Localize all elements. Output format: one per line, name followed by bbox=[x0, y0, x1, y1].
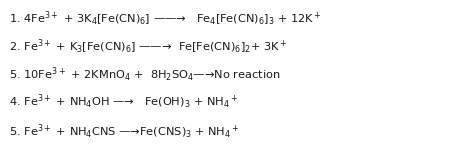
Text: 2. Fe$^{3+}$ + K$_3$[Fe(CN)$_6$] ——→  Fe[Fe(CN)$_6$]$_2$+ 3K$^+$: 2. Fe$^{3+}$ + K$_3$[Fe(CN)$_6$] ——→ Fe[… bbox=[9, 37, 288, 56]
Text: 4. Fe$^{3+}$ + NH$_4$OH —→   Fe(OH)$_3$ + NH$_4$$^+$: 4. Fe$^{3+}$ + NH$_4$OH —→ Fe(OH)$_3$ + … bbox=[9, 93, 238, 111]
Text: 5. Fe$^{3+}$ + NH$_4$CNS —→Fe(CNS)$_3$ + NH$_4$$^+$: 5. Fe$^{3+}$ + NH$_4$CNS —→Fe(CNS)$_3$ +… bbox=[9, 123, 240, 141]
Text: 1. 4Fe$^{3+}$ + 3K$_4$[Fe(CN)$_6$] ——→   Fe$_4$[Fe(CN)$_6$]$_3$ + 12K$^+$: 1. 4Fe$^{3+}$ + 3K$_4$[Fe(CN)$_6$] ——→ F… bbox=[9, 9, 322, 28]
Text: 5. 10Fe$^{3+}$ + 2KMnO$_4$ +  8H$_2$SO$_4$—→No reaction: 5. 10Fe$^{3+}$ + 2KMnO$_4$ + 8H$_2$SO$_4… bbox=[9, 65, 281, 84]
